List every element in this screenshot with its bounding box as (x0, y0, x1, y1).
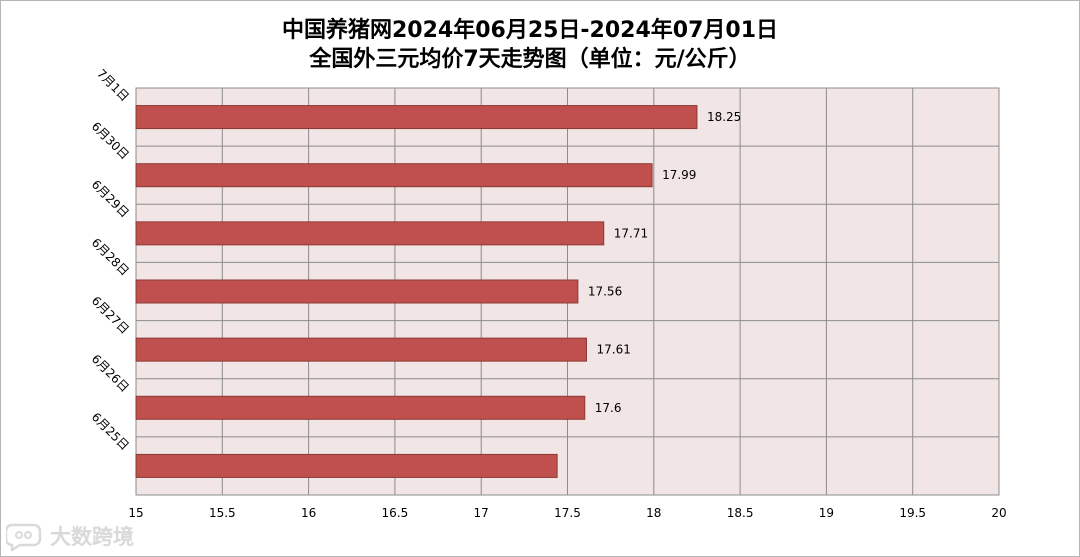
x-tick-label: 20 (991, 506, 1006, 520)
bar (135, 279, 579, 304)
y-category-label: 6月25日 (89, 410, 132, 453)
watermark: 大数跨境 (6, 521, 134, 551)
bar (135, 105, 698, 130)
bar (135, 453, 558, 478)
x-axis-ticks: 15 15.5 16 16.5 17 17.5 18 18.5 19 19.5 20 (128, 506, 1006, 520)
data-label: 17.6 (595, 401, 622, 415)
speech-bubble-logo-icon (6, 523, 42, 551)
data-label: 17.56 (588, 285, 622, 299)
grid-lines (135, 87, 1000, 496)
chart-title: 中国养猪网2024年06月25日-2024年07月01日 全国外三元均价7天走势… (0, 16, 1060, 74)
y-category-label: 6月29日 (89, 177, 132, 220)
bar (135, 337, 587, 362)
chart-title-line1: 中国养猪网2024年06月25日-2024年07月01日 (281, 18, 779, 43)
y-axis-categories: 7月1日 6月30日 6月29日 6月28日 6月27日 6月26日 6月25日 (89, 66, 132, 453)
data-label: 17.71 (614, 226, 648, 240)
bars (135, 105, 698, 478)
y-category-label: 7月1日 (94, 66, 132, 104)
x-tick-label: 17 (474, 506, 489, 520)
y-category-label: 6月26日 (89, 352, 132, 395)
bar (135, 395, 586, 420)
x-tick-label: 15.5 (209, 506, 236, 520)
data-label: 18.25 (707, 110, 741, 124)
y-category-label: 6月27日 (89, 294, 132, 337)
x-tick-label: 18.5 (727, 506, 754, 520)
x-tick-label: 16 (301, 506, 316, 520)
x-tick-label: 19 (819, 506, 834, 520)
y-category-label: 6月30日 (89, 119, 132, 162)
data-label: 17.61 (596, 343, 630, 357)
x-tick-label: 17.5 (554, 506, 581, 520)
watermark-text: 大数跨境 (50, 525, 134, 549)
x-tick-label: 19.5 (899, 506, 926, 520)
x-tick-label: 18 (646, 506, 661, 520)
y-category-label: 6月28日 (89, 235, 132, 278)
x-tick-label: 15 (128, 506, 143, 520)
chart-title-line2: 全国外三元均价7天走势图（单位：元/公斤） (309, 47, 751, 72)
bar (135, 163, 653, 188)
bar (135, 221, 605, 246)
data-labels: 18.25 17.99 17.71 17.56 17.61 17.6 (588, 110, 741, 415)
x-tick-label: 16.5 (382, 506, 409, 520)
data-label: 17.99 (662, 168, 696, 182)
